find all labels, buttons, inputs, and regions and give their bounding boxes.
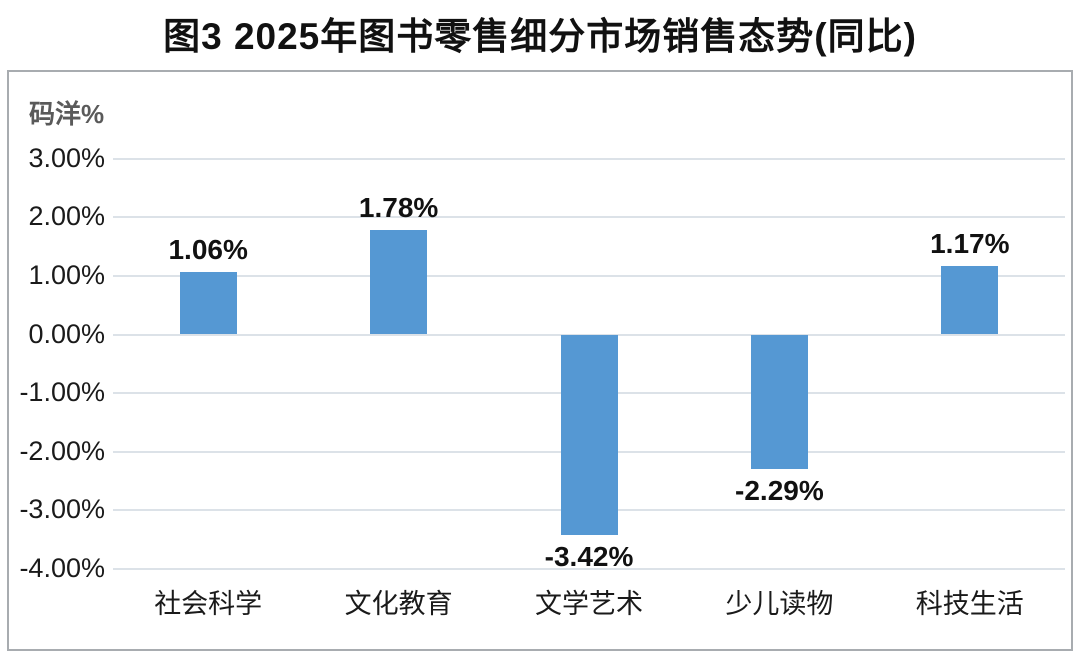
y-tick-label: -4.00% bbox=[19, 552, 105, 583]
y-tick-label: -3.00% bbox=[19, 494, 105, 525]
y-tick-label: -2.00% bbox=[19, 435, 105, 466]
y-axis-unit-label: 码洋% bbox=[29, 99, 105, 129]
x-category-label: 社会科学 bbox=[154, 589, 263, 619]
chart-title: 图3 2025年图书零售细分市场销售态势(同比) bbox=[163, 16, 917, 57]
bar-value-label: 1.06% bbox=[168, 234, 248, 266]
bar bbox=[179, 272, 237, 335]
bar-value-label: 1.78% bbox=[358, 192, 439, 224]
bar bbox=[560, 334, 618, 535]
y-tick-label: 0.00% bbox=[28, 318, 105, 349]
gridline bbox=[113, 216, 1065, 219]
x-category-label: 少儿读物 bbox=[725, 589, 834, 619]
bar-value-label: 1.17% bbox=[930, 227, 1010, 259]
bar bbox=[370, 230, 428, 335]
y-tick-label: 2.00% bbox=[28, 201, 105, 232]
bar-value-label: -3.42% bbox=[544, 540, 634, 572]
bar bbox=[941, 265, 999, 335]
y-tick-label: 3.00% bbox=[28, 142, 105, 173]
y-tick-label: 1.00% bbox=[28, 259, 105, 290]
bar bbox=[750, 334, 808, 469]
x-category-label: 文学艺术 bbox=[535, 589, 643, 619]
gridline bbox=[113, 157, 1065, 160]
x-category-label: 文化教育 bbox=[344, 589, 453, 619]
x-category-label: 科技生活 bbox=[915, 589, 1024, 619]
gridline bbox=[113, 567, 1065, 570]
plot-frame: 码洋% 3.00% 2.00% 1.00% 0.00% -1.00% -2.00% -3.0… bbox=[7, 70, 1073, 651]
y-tick-label: -1.00% bbox=[19, 377, 105, 408]
gridline bbox=[113, 274, 1065, 277]
bar-value-label: -2.29% bbox=[735, 474, 824, 506]
